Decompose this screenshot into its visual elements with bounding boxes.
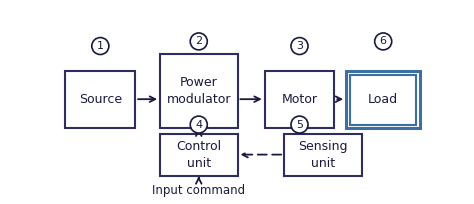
Text: 2: 2 xyxy=(195,37,202,47)
Text: 6: 6 xyxy=(380,37,387,47)
Circle shape xyxy=(92,38,109,54)
Text: 5: 5 xyxy=(296,120,303,130)
Text: 1: 1 xyxy=(97,41,104,51)
Text: Power
modulator: Power modulator xyxy=(166,76,231,106)
Circle shape xyxy=(291,116,308,133)
Circle shape xyxy=(374,33,392,50)
Text: Sensing
unit: Sensing unit xyxy=(298,140,347,170)
Text: Input command: Input command xyxy=(152,184,246,197)
Text: Load: Load xyxy=(368,93,398,106)
Bar xyxy=(350,74,416,125)
Circle shape xyxy=(291,38,308,54)
Text: 3: 3 xyxy=(296,41,303,51)
Text: 4: 4 xyxy=(195,120,202,130)
Text: Source: Source xyxy=(79,93,122,106)
Text: Control
unit: Control unit xyxy=(176,140,221,170)
Bar xyxy=(346,71,419,129)
Bar xyxy=(65,71,135,129)
Circle shape xyxy=(190,116,207,133)
Bar xyxy=(160,134,237,176)
Text: Motor: Motor xyxy=(282,93,318,106)
Bar xyxy=(284,134,362,176)
Circle shape xyxy=(190,33,207,50)
Bar xyxy=(160,54,237,129)
Bar xyxy=(264,71,334,129)
